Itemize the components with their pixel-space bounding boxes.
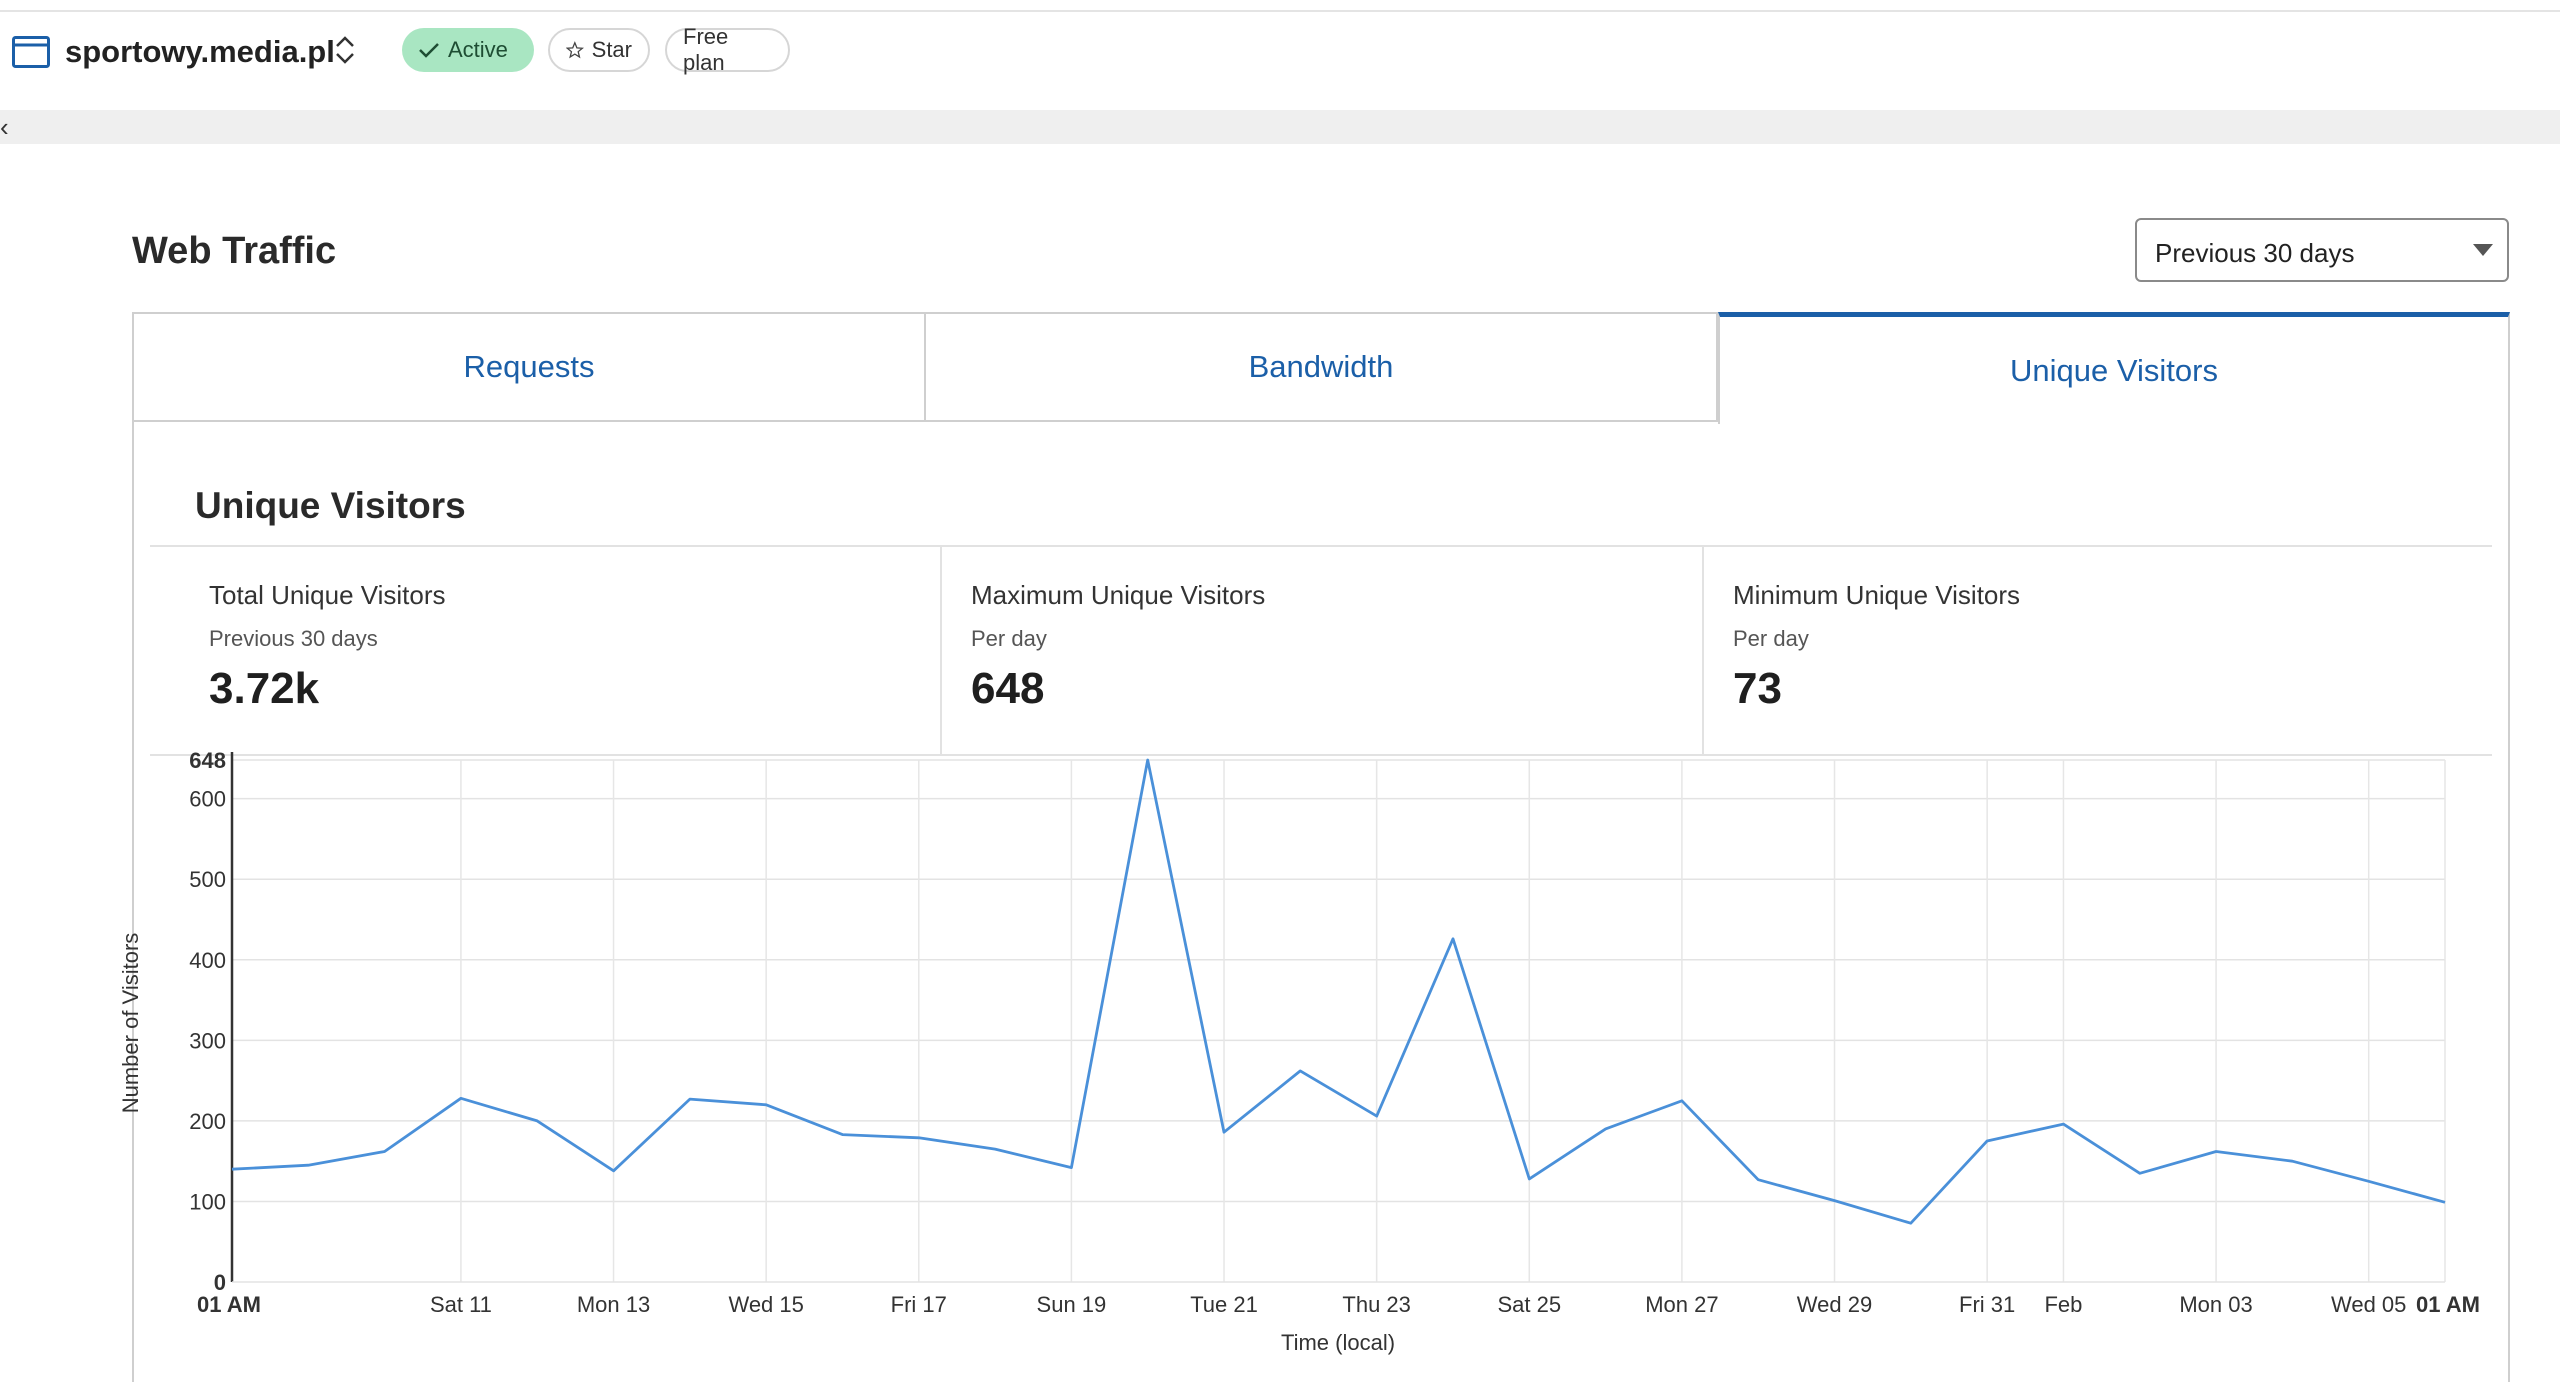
chart-series-line (232, 760, 2445, 1223)
chart-x-ticks: 01 AM Sat 11 Mon 13 Wed 15 Fri 17 Sun 19 Tue 2… (197, 1292, 2480, 1317)
x-tick-label: Wed 15 (728, 1292, 803, 1317)
x-tick-label: 01 AM (2416, 1292, 2480, 1317)
x-tick-label: Fri 17 (891, 1292, 947, 1317)
x-tick-label: Mon 27 (1645, 1292, 1718, 1317)
x-tick-label: Fri 31 (1959, 1292, 2015, 1317)
x-tick-label: Sat 25 (1497, 1292, 1561, 1317)
y-tick-label: 500 (189, 867, 226, 892)
chart-points (232, 760, 2445, 1223)
y-tick-label: 648 (189, 748, 226, 773)
x-tick-label: Wed 05 (2331, 1292, 2406, 1317)
y-tick-label: 200 (189, 1109, 226, 1134)
x-tick-label: Thu 23 (1342, 1292, 1411, 1317)
x-tick-label: Tue 21 (1190, 1292, 1258, 1317)
chart-y-axis-label: Number of Visitors (118, 933, 143, 1114)
y-tick-label: 400 (189, 948, 226, 973)
chart-grid-y (232, 760, 2445, 1201)
y-tick-label: 100 (189, 1189, 226, 1214)
x-tick-label: Sat 11 (430, 1292, 492, 1317)
y-tick-label: 300 (189, 1028, 226, 1053)
chart-x-axis-label: Time (local) (1281, 1330, 1395, 1355)
x-tick-label: Mon 13 (577, 1292, 650, 1317)
x-tick-label: Sun 19 (1037, 1292, 1107, 1317)
x-tick-label: Mon 03 (2179, 1292, 2252, 1317)
x-tick-label: 01 AM (197, 1292, 261, 1317)
x-tick-label: Feb (2044, 1292, 2082, 1317)
chart-grid-x (461, 760, 2445, 1282)
y-tick-label: 600 (189, 787, 226, 812)
x-tick-label: Wed 29 (1797, 1292, 1872, 1317)
